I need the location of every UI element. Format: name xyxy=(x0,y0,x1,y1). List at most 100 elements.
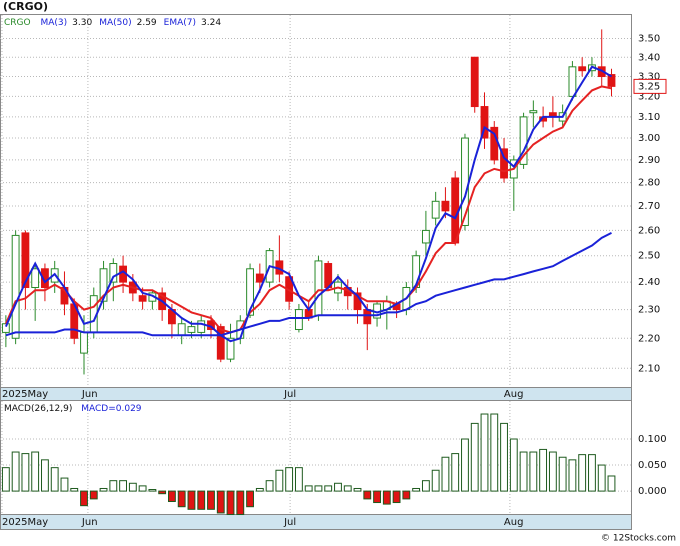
candle-body xyxy=(216,326,225,360)
legend-name: MA(3) xyxy=(40,18,67,28)
macd-bar xyxy=(343,485,352,492)
indicator-line xyxy=(5,232,612,337)
macd-bar xyxy=(392,490,401,504)
indicator-line xyxy=(4,65,613,343)
macd-bar xyxy=(89,490,98,500)
macd-bar xyxy=(50,467,59,492)
candle-body xyxy=(294,309,303,331)
macd-legend: MACD(26,12,9) MACD=0.029 xyxy=(4,404,142,414)
macd-bar xyxy=(597,464,606,492)
candle-body xyxy=(138,295,147,302)
candle-body xyxy=(568,66,577,97)
candle-body xyxy=(109,263,118,283)
macd-bar xyxy=(324,485,333,492)
macd-bar xyxy=(353,487,362,492)
candle-body xyxy=(529,110,538,114)
macd-bar xyxy=(119,480,127,492)
candle-body xyxy=(363,309,372,325)
candle-body xyxy=(99,268,108,302)
macd-bar xyxy=(509,438,518,492)
macd-bar xyxy=(588,454,596,492)
macd-bar xyxy=(197,490,206,510)
x-tick-label: Aug xyxy=(504,389,524,400)
macd-bar xyxy=(285,467,294,492)
macd-bar xyxy=(402,490,411,500)
macd-bar xyxy=(412,487,421,492)
x-tick-label: Jul xyxy=(283,389,296,400)
macd-bar xyxy=(304,485,313,492)
x-tick-label: Jul xyxy=(283,517,296,528)
candle-body xyxy=(197,320,206,333)
macd-bar xyxy=(314,485,323,492)
macd-bar xyxy=(31,451,40,492)
macd-bar xyxy=(275,469,284,492)
y-tick-label: 0.100 xyxy=(638,434,667,445)
candle-body xyxy=(246,268,254,316)
y-tick-label: 2.80 xyxy=(638,178,660,189)
y-tick-label: 3.50 xyxy=(638,34,660,45)
macd-bar xyxy=(607,475,616,492)
macd-bar xyxy=(138,485,147,492)
x-tick-label: Jun xyxy=(81,389,98,400)
y-tick-label: 3.40 xyxy=(638,52,660,63)
y-tick-label: 2.40 xyxy=(638,277,660,288)
macd-bar xyxy=(148,489,157,492)
macd-bar xyxy=(216,490,225,514)
macd-bar xyxy=(109,480,118,492)
macd-bar xyxy=(60,477,69,492)
macd-bar xyxy=(99,487,108,492)
legend-label: MACD=0.029 xyxy=(81,404,142,414)
legend-value: 2.59 xyxy=(137,18,157,28)
macd-bar xyxy=(480,413,489,492)
legend-symbol: CRGO xyxy=(4,18,31,28)
y-tick-label: 2.20 xyxy=(638,333,660,344)
macd-bar xyxy=(441,456,450,492)
macd-bar xyxy=(128,482,137,492)
macd-bar xyxy=(470,422,479,492)
x-tick-label: Jun xyxy=(81,517,98,528)
macd-bar xyxy=(490,413,499,492)
last-price-label: 3.25 xyxy=(638,81,660,92)
macd-bar xyxy=(568,459,577,492)
macd-bar xyxy=(187,490,196,510)
macd-bar xyxy=(519,451,528,492)
x-tick-label: Aug xyxy=(504,517,524,528)
macd-bar xyxy=(80,490,88,507)
macd-bar xyxy=(363,490,372,500)
candle-body xyxy=(226,337,235,360)
macd-bar xyxy=(431,469,440,492)
y-tick-label: 0.000 xyxy=(638,486,667,497)
macd-bar xyxy=(168,490,176,503)
legend-name: MA(50) xyxy=(99,18,131,28)
y-tick-label: 2.60 xyxy=(638,225,660,236)
date-axis-bar xyxy=(0,514,632,530)
candle-body xyxy=(470,56,479,108)
macd-bar xyxy=(500,422,508,492)
candle-body xyxy=(519,116,528,165)
macd-bar xyxy=(226,490,235,516)
y-tick-label: 3.10 xyxy=(638,112,660,123)
candle-body xyxy=(421,229,430,244)
candle-body xyxy=(607,74,616,87)
macd-bar xyxy=(529,451,538,492)
last-price-box xyxy=(633,78,667,94)
y-tick-label: 3.30 xyxy=(638,72,660,83)
macd-bar xyxy=(539,448,548,492)
macd-bar xyxy=(236,490,245,516)
macd-bar xyxy=(255,487,264,492)
chart-title: (CRGO) xyxy=(3,0,48,13)
price-legend: CRGO MA(3) 3.30 MA(50) 2.59 EMA(7) 3.24 xyxy=(4,18,221,28)
macd-bar xyxy=(1,467,10,492)
macd-bar xyxy=(334,482,342,492)
candle-body xyxy=(11,234,20,339)
y-tick-label: 0.050 xyxy=(638,460,667,471)
macd-bar xyxy=(578,454,587,492)
macd-bar xyxy=(21,453,30,492)
legend-value: 3.30 xyxy=(72,18,92,28)
y-tick-label: 2.50 xyxy=(638,251,660,262)
candle-body xyxy=(80,331,88,354)
candle-body xyxy=(187,326,196,333)
y-tick-label: 2.30 xyxy=(638,305,660,316)
legend-label: MACD(26,12,9) xyxy=(4,404,72,414)
